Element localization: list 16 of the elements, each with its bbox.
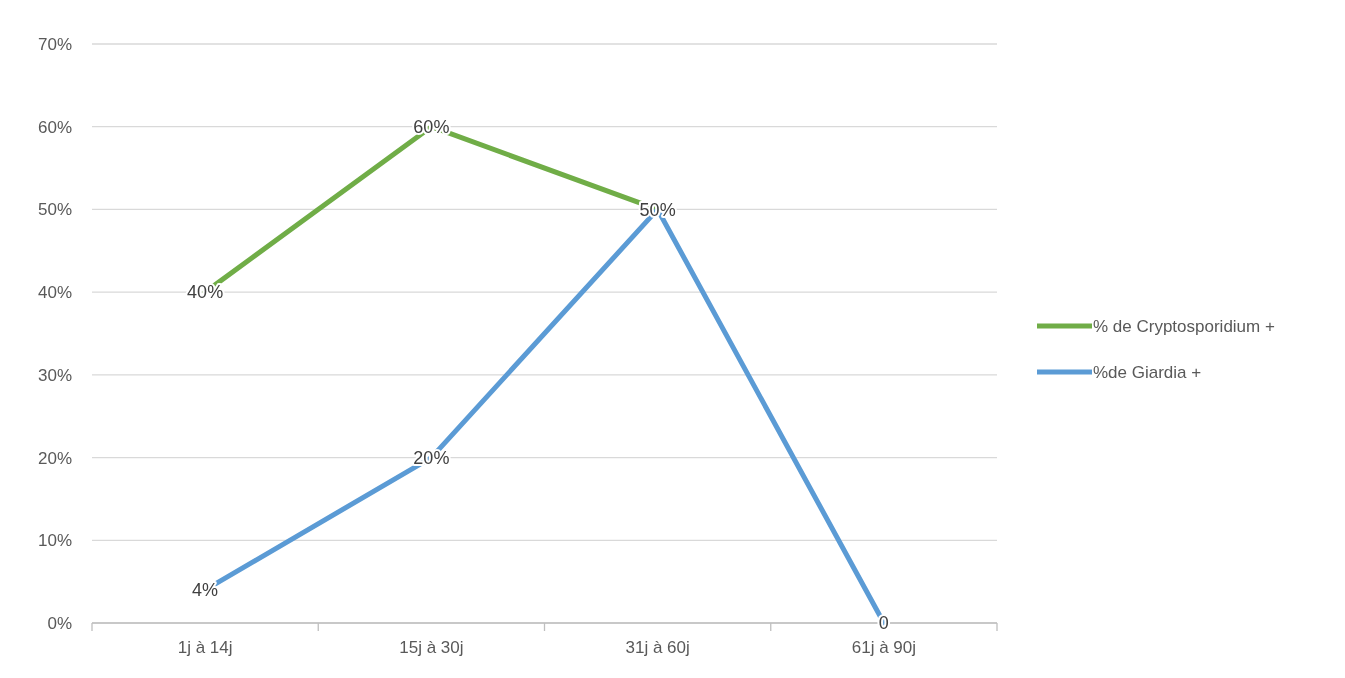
data-label: 40%	[187, 282, 224, 303]
x-tick-label: 1j à 14j	[177, 638, 233, 657]
y-tick-label: 0%	[47, 613, 72, 633]
y-tick-label: 40%	[37, 283, 72, 303]
legend-label: % de Cryptosporidium +	[1093, 316, 1275, 336]
x-tick-label: 31j à 60j	[625, 638, 690, 657]
y-tick-label: 10%	[37, 531, 72, 551]
legend-label: %de Giardia +	[1093, 362, 1202, 382]
y-tick-label: 20%	[37, 448, 72, 468]
x-tick-label: 15j à 30j	[399, 638, 464, 657]
y-tick-label: 50%	[37, 200, 72, 220]
y-tick-label: 30%	[37, 365, 72, 385]
y-tick-label: 60%	[37, 117, 72, 137]
y-tick-label: 70%	[37, 34, 72, 54]
x-tick-label: 61j à 90j	[851, 638, 917, 657]
data-label: 4%	[192, 580, 219, 601]
